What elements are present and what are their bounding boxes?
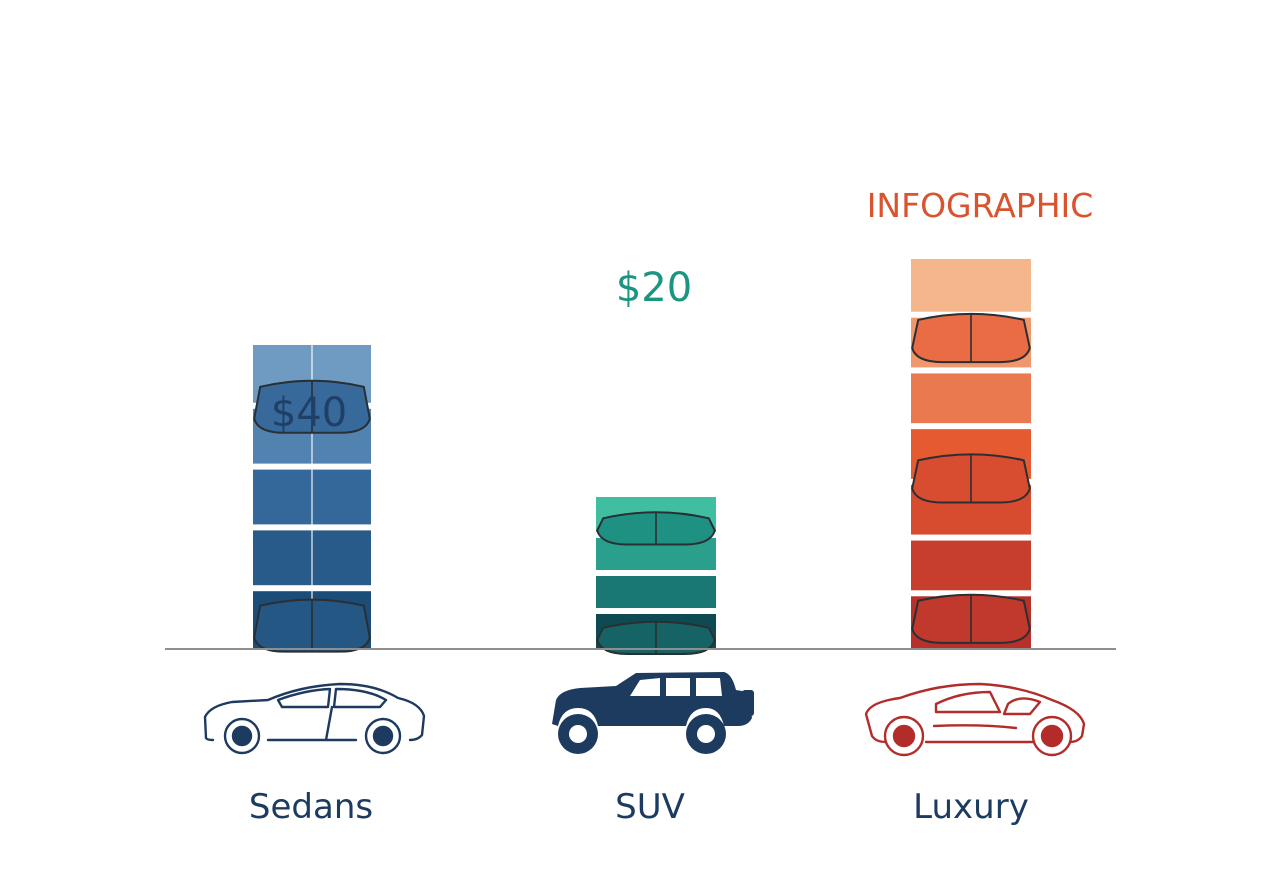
luxury-car-icon: [864, 682, 1086, 757]
value-label-sedans: $40: [271, 390, 347, 436]
bar-segment: [911, 540, 1031, 591]
bar-segment: [596, 576, 716, 608]
bar-segment: [911, 259, 1031, 312]
value-label-suv: $20: [616, 265, 692, 311]
pads-sedans: [253, 379, 371, 653]
annotation-infographic: INFOGRAPHIC: [867, 186, 1094, 225]
category-label-sedans: Sedans: [249, 787, 373, 827]
brake-pads: [253, 312, 1031, 655]
category-label-luxury: Luxury: [913, 787, 1029, 827]
pads-luxury: [911, 312, 1031, 644]
sedan-car-icon: [203, 682, 426, 755]
pads-suv: [596, 511, 716, 655]
suv-car-icon: [552, 672, 754, 754]
category-label-suv: SUV: [615, 787, 685, 827]
bars: [253, 259, 1031, 649]
bar-segment: [911, 373, 1031, 424]
